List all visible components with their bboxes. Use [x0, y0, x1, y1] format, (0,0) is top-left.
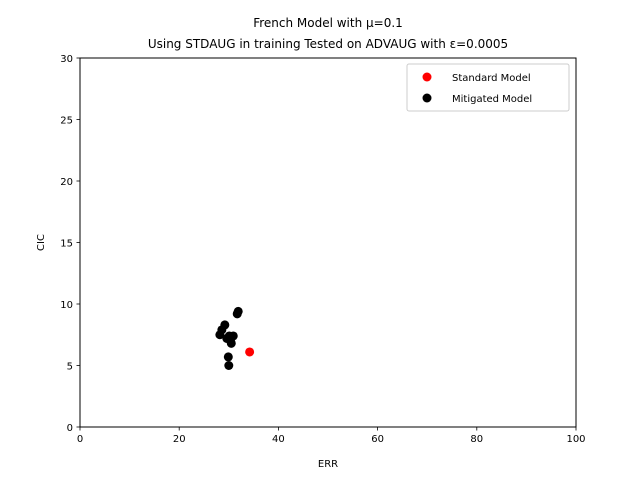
- mitigated-model-point: [223, 352, 233, 362]
- mitigated-model-legend-marker: [422, 93, 432, 103]
- y-tick-label: 10: [60, 300, 73, 311]
- y-tick-label: 20: [60, 177, 73, 188]
- legend: Standard Model Mitigated Model: [406, 63, 570, 112]
- y-tick-label: 5: [67, 362, 73, 373]
- x-tick-label: 60: [371, 434, 384, 445]
- legend-box: [406, 63, 570, 112]
- x-tick-label: 40: [272, 434, 285, 445]
- x-axis-label: ERR: [318, 459, 338, 470]
- x-tick-label: 20: [173, 434, 186, 445]
- y-axis-ticks: 0 5 10 15 20 25 30: [60, 54, 80, 434]
- standard-model-legend-label: Standard Model: [452, 73, 531, 84]
- mitigated-model-point: [233, 306, 243, 316]
- mitigated-model-point: [220, 320, 230, 330]
- standard-model-legend-marker: [422, 72, 432, 82]
- standard-model-point: [245, 347, 255, 357]
- chart-subtitle: Using STDAUG in training Tested on ADVAU…: [148, 37, 508, 51]
- y-tick-label: 15: [60, 239, 73, 250]
- y-tick-label: 25: [60, 116, 73, 127]
- x-tick-label: 100: [566, 434, 585, 445]
- y-axis-label: CIC: [36, 234, 47, 251]
- legend-items: Standard Model Mitigated Model: [422, 72, 532, 105]
- x-tick-label: 0: [77, 434, 83, 445]
- x-axis-ticks: 0 20 40 60 80 100: [77, 427, 586, 445]
- mitigated-model-point: [226, 338, 236, 348]
- y-tick-label: 30: [60, 54, 73, 65]
- mitigated-model-point: [228, 331, 238, 341]
- mitigated-model-point: [224, 361, 234, 370]
- data-points: [215, 306, 255, 370]
- mitigated-model-legend-label: Mitigated Model: [452, 94, 532, 105]
- y-tick-label: 0: [67, 423, 73, 434]
- chart-title: French Model with μ=0.1: [253, 16, 403, 30]
- x-tick-label: 80: [470, 434, 483, 445]
